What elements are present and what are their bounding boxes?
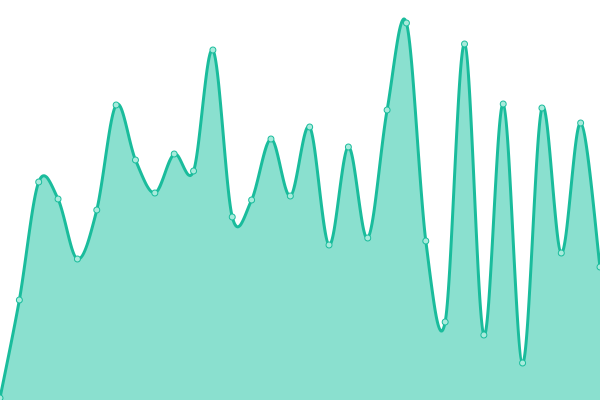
data-point-6 — [112, 101, 120, 109]
data-point-11 — [209, 46, 217, 54]
data-point-9 — [170, 150, 178, 158]
data-point-10 — [190, 167, 198, 175]
data-point-18 — [344, 143, 352, 151]
data-point-1 — [15, 296, 23, 304]
data-point-5 — [93, 206, 101, 214]
area-fill — [0, 18, 600, 400]
data-point-2 — [35, 178, 43, 186]
data-point-23 — [441, 318, 449, 326]
data-point-26 — [499, 100, 507, 108]
data-point-30 — [577, 119, 585, 127]
data-point-12 — [228, 213, 236, 221]
data-point-13 — [248, 196, 256, 204]
data-point-4 — [73, 255, 81, 263]
data-point-17 — [325, 241, 333, 249]
data-point-14 — [267, 135, 275, 143]
data-point-22 — [422, 237, 430, 245]
data-point-16 — [306, 123, 314, 131]
data-point-8 — [151, 189, 159, 197]
data-point-31 — [596, 263, 600, 271]
data-point-0 — [0, 394, 4, 400]
data-point-24 — [461, 40, 469, 48]
data-point-21 — [402, 19, 410, 27]
data-point-28 — [538, 104, 546, 112]
data-points — [0, 19, 600, 400]
data-point-27 — [519, 359, 527, 367]
data-point-19 — [364, 234, 372, 242]
data-point-25 — [480, 331, 488, 339]
data-point-29 — [557, 249, 565, 257]
data-point-20 — [383, 106, 391, 114]
data-point-3 — [54, 195, 62, 203]
data-point-7 — [131, 156, 139, 164]
data-point-15 — [286, 192, 294, 200]
